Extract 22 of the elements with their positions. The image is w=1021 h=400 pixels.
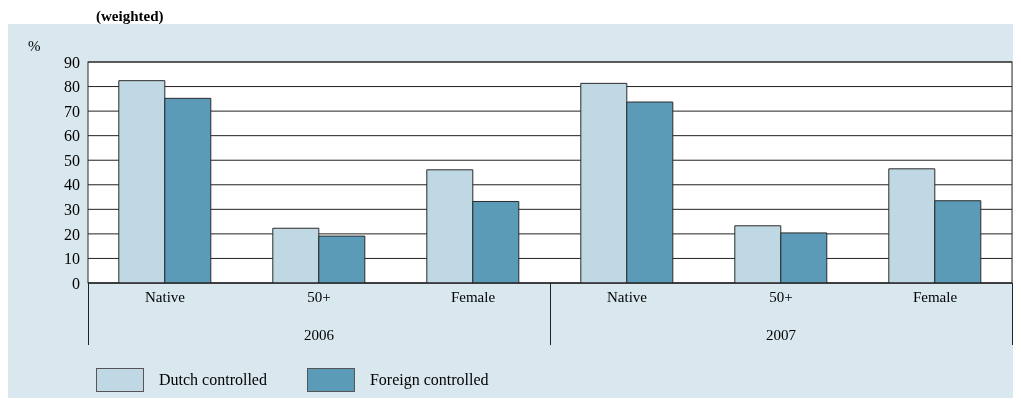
x-tick-label: Female <box>450 288 496 305</box>
y-tick-label: 20 <box>64 225 80 243</box>
y-tick-label: 40 <box>64 176 80 194</box>
y-tick-label: 0 <box>72 274 80 292</box>
x-tick-label: Native <box>607 288 648 305</box>
text: 2006 <box>303 327 335 344</box>
y-tick-label: 60 <box>64 127 80 145</box>
legend-label: Dutch controlled <box>159 371 267 389</box>
y-tick-label: 90 <box>64 53 80 71</box>
x-tick-label: Native <box>145 288 186 305</box>
y-axis-title: % <box>28 38 41 55</box>
y-tick-label: 80 <box>64 78 80 96</box>
x-tick-label: 50+ <box>307 288 331 305</box>
y-tick-label: 10 <box>64 250 80 268</box>
y-tick-label: 30 <box>64 201 80 219</box>
x-tick-label: Female <box>912 288 958 305</box>
y-tick-label: 50 <box>64 151 80 169</box>
x-tick-label: 50+ <box>769 288 793 305</box>
text: 2007 <box>765 327 797 344</box>
chart-title: (weighted) <box>95 8 165 24</box>
y-tick-label: 70 <box>64 102 80 120</box>
legend-label: Foreign controlled <box>369 371 489 389</box>
